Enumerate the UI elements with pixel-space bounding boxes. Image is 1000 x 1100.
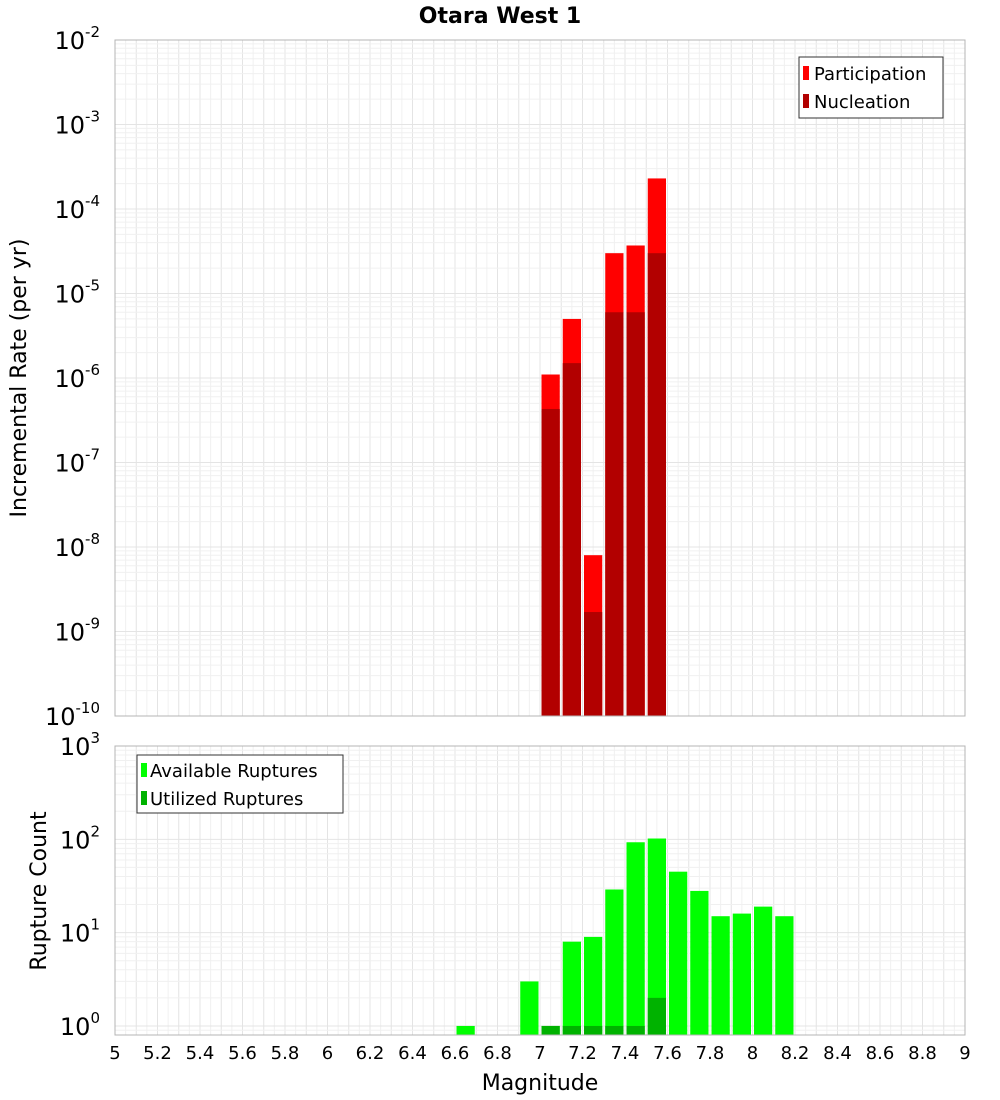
count-bar-utilized-ruptures <box>562 1025 581 1035</box>
x-tick-label: 7.8 <box>696 1043 725 1064</box>
x-tick-label: 5.6 <box>228 1043 257 1064</box>
x-tick-label: 5.8 <box>271 1043 300 1064</box>
rate-y-tick-label: 10-4 <box>54 192 100 224</box>
count-bar-available-ruptures <box>775 916 794 1035</box>
count-bar-available-ruptures <box>562 941 581 1035</box>
x-axis-label: Magnitude <box>482 1071 599 1096</box>
count-bar-available-ruptures <box>690 890 709 1035</box>
x-tick-label: 7 <box>534 1043 545 1064</box>
count-bars <box>456 838 794 1035</box>
x-tick-label: 5.2 <box>143 1043 172 1064</box>
legend-label-utilized: Utilized Ruptures <box>150 789 303 810</box>
legend-swatch-available <box>141 763 147 777</box>
rate-bar-nucleation <box>541 408 560 716</box>
rate-y-tick-label: 10-2 <box>54 23 100 55</box>
x-tick-label: 5.4 <box>186 1043 215 1064</box>
count-bar-available-ruptures <box>626 842 645 1035</box>
count-y-tick-label: 101 <box>60 916 100 948</box>
rate-y-tick-label: 10-9 <box>54 615 100 647</box>
count-panel: 100 101 102 103 5 5.2 5.4 5.6 5.8 6 6.2 6.4 6.6 6.8 7… <box>27 729 971 1096</box>
rate-legend: Participation Nucleation <box>798 56 944 119</box>
count-y-axis-label: Rupture Count <box>27 811 52 971</box>
x-tick-label: 7.2 <box>568 1043 597 1064</box>
x-tick-label: 7.6 <box>653 1043 682 1064</box>
x-tick-label: 7.4 <box>611 1043 640 1064</box>
count-legend-box <box>136 754 344 814</box>
legend-swatch-nucleation <box>803 94 809 108</box>
rate-y-axis-label: Incremental Rate (per yr) <box>7 239 32 518</box>
count-legend: Available Ruptures Utilized Ruptures <box>136 754 344 814</box>
count-bar-available-ruptures <box>456 1025 475 1035</box>
rate-y-tick-label: 10-10 <box>45 699 100 731</box>
rate-y-tick-label: 10-6 <box>54 361 100 393</box>
x-tick-label: 8.2 <box>781 1043 810 1064</box>
count-bar-utilized-ruptures <box>626 1025 645 1035</box>
count-bar-available-ruptures <box>605 889 624 1035</box>
legend-label-participation: Participation <box>814 64 926 85</box>
chart-title: Otara West 1 <box>419 4 581 29</box>
x-tick-label: 8.4 <box>823 1043 852 1064</box>
magnitude-x-ticks: 5 5.2 5.4 5.6 5.8 6 6.2 6.4 6.6 6.8 7 7.2 7.4 7.6 7.8 8… <box>109 1043 970 1064</box>
legend-swatch-utilized <box>141 791 147 805</box>
rate-y-ticks: 10-10 10-9 10-8 10-7 10-6 10-5 10-4 10-3 10-2 <box>45 23 100 731</box>
count-y-tick-label: 103 <box>60 729 100 761</box>
count-y-tick-label: 102 <box>60 822 100 854</box>
x-tick-label: 6.4 <box>398 1043 427 1064</box>
count-y-tick-label: 100 <box>60 1009 100 1041</box>
count-bar-utilized-ruptures <box>605 1025 624 1035</box>
count-bar-available-ruptures <box>584 936 603 1035</box>
count-bar-available-ruptures <box>732 913 751 1035</box>
x-tick-label: 9 <box>959 1043 970 1064</box>
rate-legend-box <box>798 56 944 119</box>
x-tick-label: 6.6 <box>441 1043 470 1064</box>
count-bar-utilized-ruptures <box>584 1025 603 1035</box>
x-tick-label: 8.6 <box>866 1043 895 1064</box>
x-tick-label: 8 <box>747 1043 758 1064</box>
rate-bar-nucleation <box>584 612 603 716</box>
count-bar-available-ruptures <box>754 906 773 1035</box>
x-tick-label: 5 <box>109 1043 120 1064</box>
count-bar-available-ruptures <box>520 981 539 1035</box>
rate-bar-nucleation <box>647 253 666 716</box>
rate-y-tick-label: 10-5 <box>54 277 100 309</box>
legend-label-nucleation: Nucleation <box>814 92 910 113</box>
rate-grid <box>114 39 966 717</box>
count-y-ticks: 100 101 102 103 <box>60 729 100 1041</box>
rate-bar-nucleation <box>626 312 645 716</box>
legend-label-available: Available Ruptures <box>150 761 318 782</box>
count-bar-available-ruptures <box>647 838 666 1035</box>
x-tick-label: 6.2 <box>356 1043 385 1064</box>
rate-y-tick-label: 10-3 <box>54 108 100 140</box>
count-grid <box>114 745 966 1036</box>
rate-plot-frame <box>114 39 966 717</box>
x-tick-label: 8.8 <box>908 1043 937 1064</box>
count-plot-frame <box>114 745 966 1036</box>
rate-panel: 10-10 10-9 10-8 10-7 10-6 10-5 10-4 10-3 10-2 In… <box>7 23 966 731</box>
x-tick-label: 6.8 <box>483 1043 512 1064</box>
x-tick-label: 6 <box>322 1043 333 1064</box>
rate-bar-nucleation <box>562 363 581 716</box>
rate-y-tick-label: 10-7 <box>54 446 100 478</box>
count-bar-available-ruptures <box>669 871 688 1035</box>
count-bar-available-ruptures <box>711 916 730 1035</box>
count-bar-utilized-ruptures <box>541 1025 560 1035</box>
legend-swatch-participation <box>803 66 809 80</box>
rate-y-tick-label: 10-8 <box>54 530 100 562</box>
rate-bar-nucleation <box>605 312 624 716</box>
rate-bars <box>541 178 666 717</box>
count-bar-utilized-ruptures <box>647 997 666 1035</box>
